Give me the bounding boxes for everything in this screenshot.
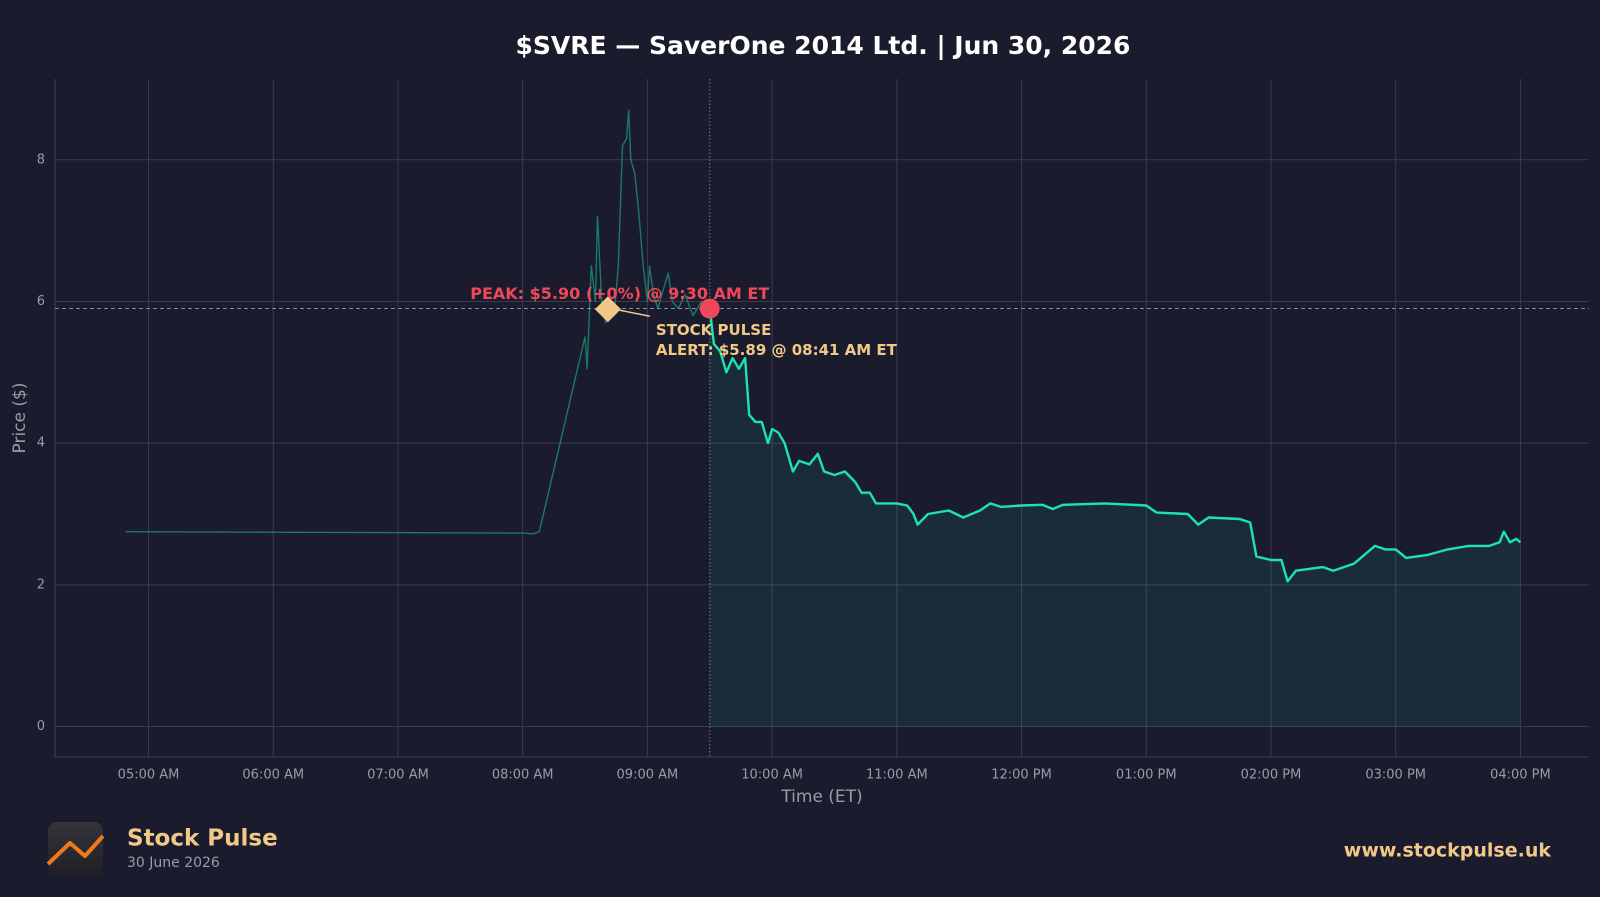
- y-tick-label: 2: [37, 577, 45, 592]
- area-fill: [709, 308, 1521, 727]
- x-tick-label: 11:00 AM: [866, 768, 928, 783]
- x-tick-label: 10:00 AM: [741, 768, 803, 783]
- y-tick-label: 8: [37, 152, 45, 167]
- brand-date: 30 June 2026: [127, 855, 220, 871]
- x-tick-label: 09:00 AM: [617, 768, 679, 783]
- price-line: [125, 109, 711, 535]
- x-tick-label: 07:00 AM: [367, 768, 429, 783]
- x-tick-label: 05:00 AM: [118, 768, 180, 783]
- x-axis-label: Time (ET): [780, 787, 862, 807]
- logo-zigzag: [46, 834, 105, 866]
- website: www.stockpulse.uk: [1344, 840, 1552, 862]
- alert-label: ALERT: $5.89 @ 08:41 AM ET: [656, 341, 898, 359]
- x-tick-label: 06:00 AM: [242, 768, 304, 783]
- alert-label: STOCK PULSE: [656, 321, 771, 339]
- x-tick-label: 08:00 AM: [492, 768, 554, 783]
- x-tick-label: 02:00 PM: [1241, 768, 1302, 783]
- peak-marker: [699, 298, 720, 319]
- alert-connector: [619, 309, 651, 317]
- plot-area: 0 2 4 6 8 05:00 AM 06:00 AM 07:00 AM 08:00 AM 09:…: [37, 79, 1589, 783]
- y-tick-label: 0: [37, 719, 45, 734]
- x-tick-label: 01:00 PM: [1116, 768, 1177, 783]
- y-tick-label: 6: [37, 294, 45, 309]
- chart-title: $SVRE — SaverOne 2014 Ltd. | Jun 30, 202…: [516, 31, 1131, 60]
- y-tick-label: 4: [37, 436, 45, 451]
- x-tick-label: 04:00 PM: [1490, 768, 1551, 783]
- y-axis-label: Price ($): [10, 383, 30, 454]
- price-line: [708, 308, 1522, 583]
- x-tick-label: 12:00 PM: [991, 768, 1052, 783]
- peak-label: PEAK: $5.90 (+0%) @ 9:30 AM ET: [470, 284, 769, 303]
- logo: [46, 822, 105, 877]
- alert-marker: [594, 296, 621, 323]
- x-tick-label: 03:00 PM: [1365, 768, 1426, 783]
- brand-name: Stock Pulse: [127, 826, 278, 852]
